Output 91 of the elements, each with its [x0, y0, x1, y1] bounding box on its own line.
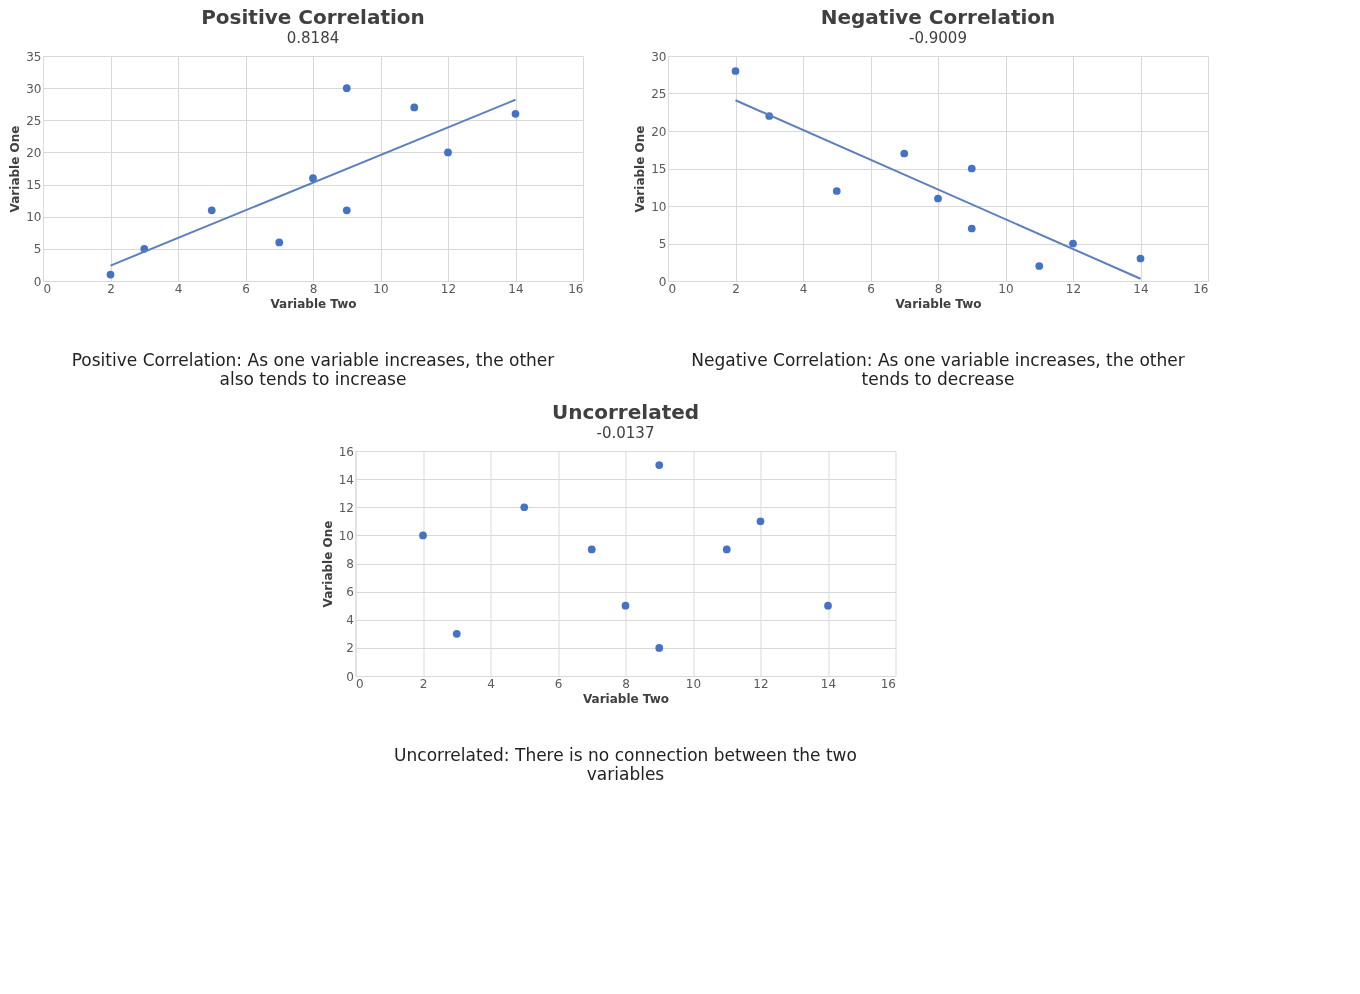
- text: Positive Correlation: As one variable increases, the other also tends to increase: [71, 350, 555, 389]
- point: [520, 503, 529, 512]
- y-tick-label: 25: [26, 113, 42, 128]
- y-tick-label: 6: [346, 585, 354, 600]
- y-tick-label: 5: [658, 237, 667, 251]
- y-tick-label: 12: [338, 500, 354, 515]
- point: [1136, 254, 1145, 263]
- text: Uncorrelated: There is no connection between the two variables: [394, 745, 857, 784]
- x-tick-label: 14: [1133, 281, 1149, 296]
- point: [832, 187, 841, 195]
- point: [275, 238, 284, 247]
- x-tick-label: 8: [309, 281, 318, 296]
- point: [410, 103, 419, 112]
- point: [967, 224, 976, 233]
- point: [419, 531, 427, 540]
- point: [587, 545, 596, 554]
- point: [342, 206, 351, 215]
- x-tick-label: 14: [820, 676, 837, 691]
- point: [967, 164, 976, 173]
- x-tick-label: 12: [753, 676, 769, 691]
- x-tick-label: 2: [732, 281, 740, 296]
- x-tick-label: 16: [568, 281, 584, 296]
- chart-subtitle: -0.0137: [596, 424, 655, 442]
- x-axis-title: Variable Two: [895, 296, 982, 311]
- point: [309, 174, 317, 183]
- chart-title: Negative Correlation: [820, 5, 1056, 29]
- x-tick-label: 10: [998, 281, 1014, 296]
- y-tick-label: 20: [26, 145, 42, 160]
- y-tick-label: 10: [26, 210, 42, 225]
- y-tick-label: 10: [338, 528, 354, 543]
- point: [511, 109, 520, 118]
- x-tick-label: 2: [107, 281, 115, 296]
- y-tick-label: 14: [338, 472, 354, 487]
- point: [824, 601, 832, 610]
- y-tick-label: 4: [346, 613, 354, 628]
- y-tick-label: 5: [33, 242, 42, 257]
- x-tick-label: 6: [242, 281, 250, 296]
- point: [106, 270, 115, 279]
- point: [655, 461, 664, 469]
- point: [444, 148, 452, 157]
- point: [722, 545, 731, 554]
- y-tick-label: 10: [651, 199, 667, 214]
- text: Negative Correlation: As one variable increases, the other tends to decrease: [691, 350, 1185, 389]
- y-tick-label: 15: [26, 178, 42, 193]
- point: [1069, 239, 1077, 248]
- x-tick-label: 16: [1193, 281, 1209, 296]
- point: [452, 629, 461, 638]
- x-tick-label: 10: [373, 281, 389, 296]
- y-tick-label: 35: [26, 49, 42, 64]
- chart-title: Positive Correlation: [201, 5, 425, 29]
- x-axis-title: Variable Two: [582, 691, 670, 706]
- y-tick-label: 20: [651, 124, 667, 139]
- x-tick-label: 14: [508, 281, 524, 296]
- x-tick-label: 8: [934, 281, 943, 296]
- x-tick-label: 12: [440, 281, 457, 296]
- chart-subtitle: -0.9009: [909, 29, 967, 47]
- x-tick-label: 8: [622, 676, 630, 691]
- x-tick-label: 16: [880, 676, 896, 691]
- x-tick-label: 6: [554, 676, 563, 691]
- x-tick-label: 4: [799, 281, 808, 296]
- point: [1035, 262, 1044, 270]
- x-tick-label: 2: [419, 676, 428, 691]
- y-tick-label: 30: [651, 49, 667, 64]
- chart-subtitle: 0.8184: [286, 29, 340, 47]
- y-tick-label: 8: [346, 557, 354, 571]
- point: [756, 517, 765, 526]
- point: [731, 67, 740, 75]
- x-tick-label: 0: [668, 281, 677, 296]
- x-tick-label: 4: [487, 676, 495, 691]
- x-tick-label: 6: [867, 281, 875, 296]
- point: [621, 601, 630, 610]
- point: [655, 644, 664, 652]
- y-tick-label: 15: [651, 162, 667, 176]
- y-axis-title: Variable One: [633, 125, 648, 213]
- point: [900, 149, 909, 158]
- y-axis-title: Variable One: [8, 125, 23, 213]
- y-tick-label: 25: [651, 87, 667, 101]
- point: [934, 194, 942, 203]
- point: [342, 84, 351, 93]
- x-tick-label: 0: [43, 281, 52, 296]
- x-tick-label: 0: [356, 676, 364, 691]
- point: [207, 206, 216, 215]
- y-tick-label: 2: [346, 641, 354, 656]
- x-tick-label: 10: [685, 676, 702, 691]
- x-axis-title: Variable Two: [270, 296, 357, 311]
- y-tick-label: 16: [338, 444, 354, 459]
- chart-title: Uncorrelated: [551, 400, 700, 424]
- x-tick-label: 4: [174, 281, 183, 296]
- y-axis-title: Variable One: [320, 520, 335, 608]
- x-tick-label: 12: [1065, 281, 1082, 296]
- y-tick-label: 30: [26, 81, 42, 96]
